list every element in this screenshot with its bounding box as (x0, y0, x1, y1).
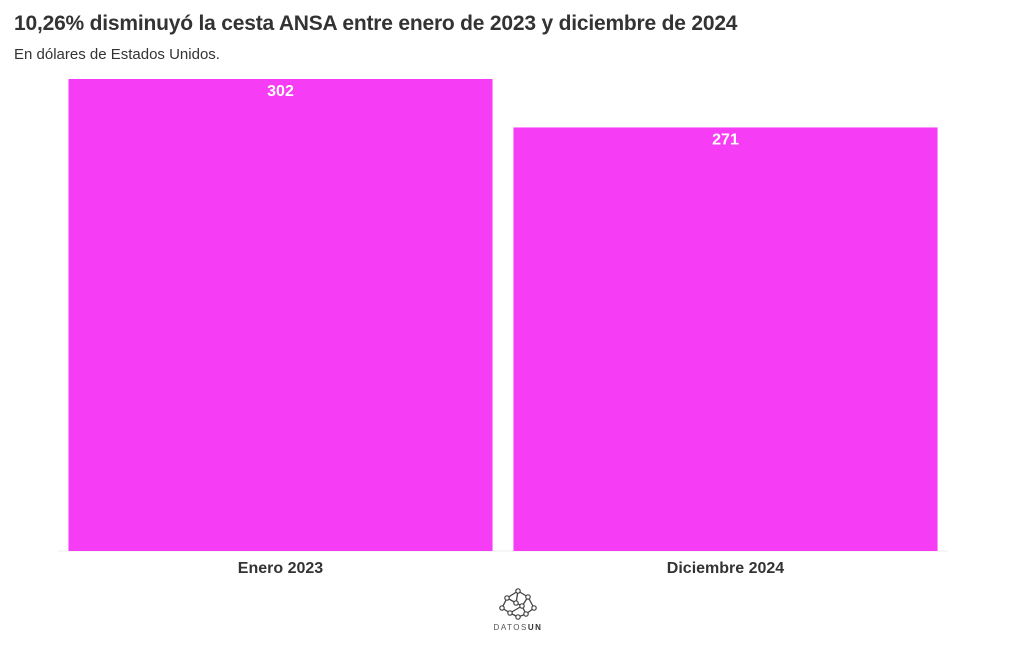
bar-chart: 302 Enero 2023 271 Diciembre 2024 (58, 79, 948, 577)
bar-2 (513, 127, 938, 552)
chart-subtitle: En dólares de Estados Unidos. (14, 46, 220, 63)
chart-title: 10,26% disminuyó la cesta ANSA entre ene… (14, 12, 738, 35)
bar-value-label-1: 302 (267, 83, 294, 100)
logo-text: DATOSUN (488, 623, 548, 632)
datosun-logo: DATOSUN (488, 588, 548, 638)
network-logo-icon (499, 588, 537, 620)
bar-value-label-2: 271 (712, 131, 739, 148)
bar-1 (68, 79, 493, 551)
x-tick-label-2: Diciembre 2024 (667, 560, 785, 577)
bars-group: 302 Enero 2023 271 Diciembre 2024 (68, 79, 938, 577)
logo-text-b: UN (527, 623, 543, 632)
x-tick-label-1: Enero 2023 (238, 560, 323, 577)
logo-text-a: DATOS (493, 623, 528, 632)
